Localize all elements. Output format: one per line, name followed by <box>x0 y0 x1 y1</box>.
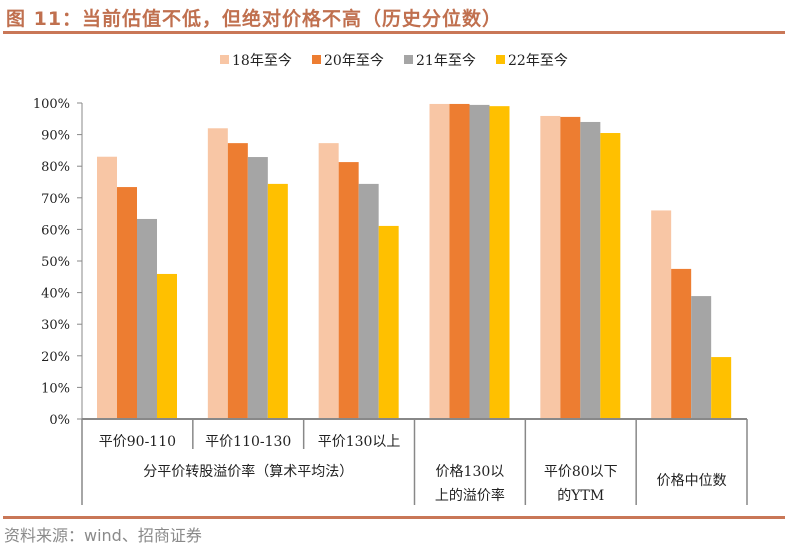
bar <box>227 143 248 419</box>
bar <box>318 143 339 419</box>
bar <box>247 157 268 419</box>
y-tick-label: 40% <box>41 287 70 302</box>
legend-swatch <box>220 55 229 64</box>
bar <box>489 106 510 419</box>
bar <box>671 268 692 419</box>
x-tick-label: 的YTM <box>557 488 604 504</box>
bar <box>691 296 712 419</box>
bar <box>540 115 561 420</box>
legend-swatch <box>404 55 413 64</box>
legend-swatch <box>312 55 321 64</box>
x-tick-label: 价格130以 <box>436 464 505 480</box>
legend-label: 20年至今 <box>324 53 384 69</box>
figure-title: 图 11：当前估值不低，但绝对价格不高（历史分位数） <box>6 8 503 30</box>
x-tick-label: 平价110-130 <box>205 434 291 450</box>
y-tick-label: 100% <box>33 97 70 112</box>
bar <box>429 103 450 419</box>
legend-swatch <box>496 55 505 64</box>
y-tick-label: 30% <box>41 318 70 333</box>
y-tick-label: 60% <box>41 223 70 238</box>
bar <box>600 133 621 419</box>
bar <box>711 357 732 419</box>
source-note: 资料来源：wind、招商证券 <box>4 526 202 545</box>
y-tick-label: 70% <box>41 192 70 207</box>
y-tick-label: 80% <box>41 160 70 175</box>
x-tick-label: 平价130以上 <box>318 434 401 450</box>
x-tick-label: 平价80以下 <box>544 464 618 480</box>
bar <box>157 273 177 419</box>
group-label: 分平价转股溢价率（算术平均法） <box>143 463 353 480</box>
footer-rule <box>3 516 785 519</box>
bar <box>449 103 470 419</box>
bar <box>97 156 117 419</box>
bar <box>207 128 228 419</box>
bar <box>117 187 137 419</box>
y-tick-label: 90% <box>41 129 70 144</box>
bar <box>338 162 359 420</box>
y-tick-label: 20% <box>41 350 70 365</box>
y-tick-label: 0% <box>49 413 70 428</box>
bar <box>651 210 672 419</box>
bar <box>267 183 288 419</box>
x-tick-label: 价格中位数 <box>657 473 727 489</box>
bar <box>378 225 399 419</box>
title-rule <box>3 31 785 34</box>
bar <box>358 183 379 419</box>
legend-label: 18年至今 <box>232 53 292 69</box>
y-tick-label: 10% <box>41 381 70 396</box>
x-tick-label: 平价90-110 <box>99 434 176 450</box>
bar <box>560 116 581 420</box>
legend-label: 21年至今 <box>416 53 476 69</box>
bar <box>469 104 490 419</box>
y-tick-label: 50% <box>41 255 70 270</box>
bar <box>580 121 601 420</box>
x-tick-label: 上的溢价率 <box>435 487 505 504</box>
legend-label: 22年至今 <box>508 53 568 69</box>
bar <box>137 218 157 419</box>
